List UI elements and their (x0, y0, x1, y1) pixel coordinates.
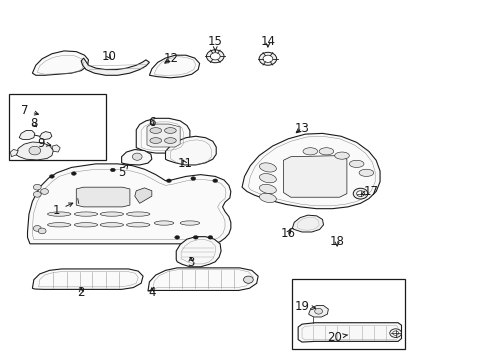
Text: 6: 6 (148, 116, 155, 129)
Text: 3: 3 (187, 256, 194, 269)
Circle shape (71, 172, 76, 175)
Text: 14: 14 (260, 35, 275, 49)
Text: 13: 13 (294, 122, 309, 135)
Circle shape (243, 276, 253, 283)
Polygon shape (40, 132, 52, 139)
Text: 8: 8 (30, 117, 38, 130)
Circle shape (174, 235, 179, 239)
Ellipse shape (303, 148, 317, 155)
Circle shape (314, 309, 322, 314)
Polygon shape (52, 145, 60, 152)
Ellipse shape (74, 212, 98, 216)
Circle shape (110, 168, 115, 172)
Circle shape (210, 53, 220, 60)
Ellipse shape (47, 223, 71, 227)
Polygon shape (135, 188, 152, 203)
Polygon shape (308, 306, 328, 317)
Text: 10: 10 (102, 50, 116, 63)
Text: 15: 15 (207, 35, 222, 51)
Circle shape (190, 177, 195, 180)
Circle shape (29, 146, 41, 155)
Ellipse shape (319, 148, 333, 155)
Ellipse shape (100, 223, 123, 227)
Text: 1: 1 (53, 203, 73, 217)
Ellipse shape (180, 221, 199, 225)
Ellipse shape (358, 169, 373, 176)
Bar (9, 94, 106, 160)
Polygon shape (10, 149, 18, 157)
Text: 2: 2 (77, 287, 85, 300)
Circle shape (49, 175, 54, 178)
Circle shape (33, 184, 41, 190)
Polygon shape (176, 237, 221, 267)
Polygon shape (27, 164, 230, 244)
Ellipse shape (154, 221, 173, 225)
Circle shape (263, 55, 272, 62)
Ellipse shape (259, 174, 276, 183)
Text: 5: 5 (118, 164, 128, 179)
Circle shape (166, 179, 171, 183)
Circle shape (352, 188, 367, 199)
Circle shape (389, 329, 401, 337)
Circle shape (212, 179, 217, 183)
Polygon shape (298, 323, 401, 342)
Ellipse shape (126, 223, 150, 227)
Text: 12: 12 (163, 52, 179, 65)
Polygon shape (32, 269, 143, 289)
Text: 11: 11 (177, 157, 192, 170)
Ellipse shape (47, 212, 71, 216)
Polygon shape (292, 215, 323, 232)
Ellipse shape (100, 212, 123, 216)
Text: 7: 7 (21, 104, 39, 117)
Circle shape (41, 189, 48, 194)
Polygon shape (32, 51, 88, 75)
Circle shape (392, 331, 398, 335)
Circle shape (132, 153, 142, 160)
Text: 19: 19 (294, 300, 315, 313)
Ellipse shape (126, 212, 150, 216)
Text: 17: 17 (360, 185, 378, 198)
Polygon shape (16, 142, 53, 160)
Polygon shape (19, 131, 35, 139)
Circle shape (206, 50, 224, 63)
Ellipse shape (150, 138, 161, 143)
Circle shape (356, 191, 364, 197)
Ellipse shape (259, 184, 276, 194)
Polygon shape (81, 58, 149, 75)
Circle shape (193, 235, 198, 239)
Polygon shape (136, 118, 189, 153)
Polygon shape (242, 134, 379, 209)
Text: 16: 16 (280, 226, 295, 239)
Ellipse shape (74, 223, 98, 227)
Text: 4: 4 (148, 287, 155, 300)
Polygon shape (76, 187, 130, 207)
Circle shape (259, 52, 276, 65)
Text: 9: 9 (38, 136, 51, 149)
Ellipse shape (164, 138, 176, 143)
Circle shape (38, 228, 46, 234)
Ellipse shape (334, 152, 348, 159)
Polygon shape (147, 124, 180, 147)
Polygon shape (149, 55, 199, 78)
Circle shape (207, 235, 212, 239)
Polygon shape (122, 149, 152, 165)
Text: 20: 20 (326, 330, 347, 343)
Text: 18: 18 (329, 235, 344, 248)
Polygon shape (283, 156, 346, 197)
Ellipse shape (150, 128, 161, 134)
Bar (292, 279, 405, 349)
Ellipse shape (348, 160, 363, 167)
Ellipse shape (259, 163, 276, 172)
Circle shape (33, 192, 41, 197)
Polygon shape (165, 136, 216, 165)
Circle shape (33, 226, 41, 231)
Polygon shape (148, 268, 258, 291)
Ellipse shape (259, 193, 276, 203)
Ellipse shape (164, 128, 176, 134)
